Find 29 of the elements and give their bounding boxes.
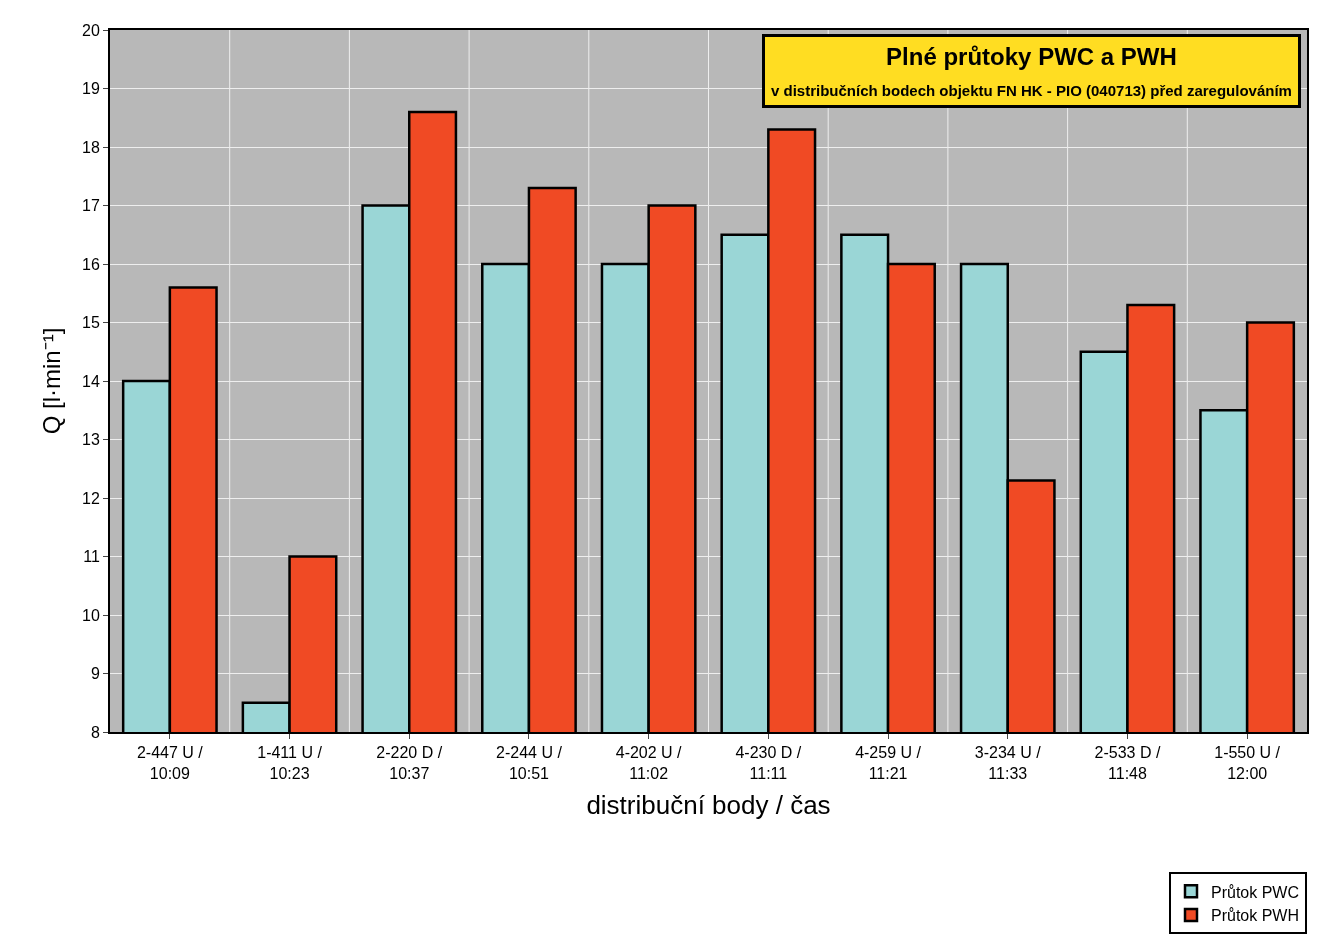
x-tick-label: 4-202 U / 11:02	[615, 744, 683, 782]
y-tick-label: 9	[90, 665, 100, 683]
y-tick-label: 14	[82, 372, 100, 390]
x-tick-label: 3-234 U / 11:33	[974, 744, 1042, 782]
x-tick-label: 2-533 D / 11:48	[1094, 744, 1161, 782]
text: Plné průtoky PWC a PWH	[886, 43, 1177, 70]
y-tick-label: 15	[82, 314, 100, 332]
legend-label: Průtok PWH	[1211, 907, 1300, 925]
x-tick-label: 2-244 U / 10:51	[496, 744, 563, 782]
x-tick-label: 1-411 U / 10:23	[257, 744, 323, 782]
x-tick-label: 4-259 U / 11:21	[855, 744, 922, 782]
x-tick-label: 4-230 D / 11:11	[735, 744, 802, 782]
x-tick-label: 2-220 D / 10:37	[376, 744, 443, 782]
y-tick-label: 8	[90, 723, 100, 741]
x-axis-title: distribuční body / čas	[586, 790, 831, 821]
y-tick-label: 12	[82, 489, 100, 507]
y-tick-label: 11	[83, 548, 100, 566]
x-tick-label: 2-447 U / 10:09	[136, 744, 204, 782]
y-tick-label: 10	[82, 606, 100, 624]
y-tick-label: 19	[82, 80, 100, 98]
legend-label: Průtok PWC	[1211, 883, 1300, 901]
text: v distribučních bodech objektu FN HK - PIO (040713) před zaregulováním	[771, 82, 1292, 100]
y-tick-label: 18	[82, 138, 100, 156]
y-tick-label: 20	[82, 21, 100, 39]
y-tick-label: 17	[82, 197, 100, 215]
y-tick-label: 16	[82, 255, 100, 273]
x-tick-label: 1-550 U / 12:00	[1214, 744, 1281, 782]
y-axis-title: Q [l·min⁻¹]	[37, 327, 65, 435]
y-tick-label: 13	[82, 431, 100, 449]
